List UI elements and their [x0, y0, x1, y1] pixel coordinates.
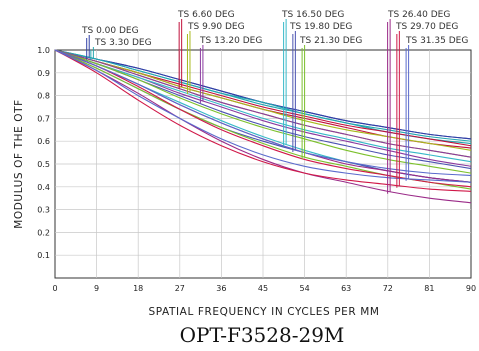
y-tick-1: 0.2: [37, 228, 50, 237]
legend: TS 0.00 DEG TS 3.30 DEG TS 6.60 DEG TS 9.90…: [81, 10, 468, 48]
legend-entry-5: TS 16.50 DEG: [281, 10, 344, 20]
x-tick-4: 36: [216, 284, 226, 293]
y-tick-labels: 0.1 0.2 0.3 0.4 0.5 0.6 0.7 0.8 0.9 1.0: [37, 46, 50, 260]
y-tick-4: 0.5: [37, 160, 50, 169]
x-tick-2: 18: [133, 284, 143, 293]
legend-entry-0: TS 0.00 DEG: [81, 26, 139, 36]
legend-entry-3: TS 9.90 DEG: [187, 22, 245, 32]
y-tick-3: 0.4: [37, 183, 50, 192]
legend-entry-2: TS 6.60 DEG: [177, 10, 235, 20]
x-tick-1: 9: [94, 284, 99, 293]
x-tick-0: 0: [52, 284, 57, 293]
x-tick-6: 54: [300, 284, 310, 293]
y-tick-0: 0.1: [37, 251, 50, 260]
x-tick-5: 45: [258, 284, 268, 293]
x-tick-9: 81: [424, 284, 434, 293]
x-tick-3: 27: [175, 284, 185, 293]
x-axis-label: SPATIAL FREQUENCY IN CYCLES PER MM: [148, 306, 379, 318]
y-axis-label: MODULUS OF THE OTF: [13, 99, 25, 229]
legend-entry-10: TS 31.35 DEG: [405, 36, 468, 46]
y-tick-8: 0.9: [37, 69, 50, 78]
y-tick-9: 1.0: [37, 46, 50, 55]
legend-entry-4: TS 13.20 DEG: [199, 36, 262, 46]
x-tick-labels: 0 9 18 27 36 45 54 63 72 81 90: [52, 284, 476, 293]
y-tick-6: 0.7: [37, 114, 50, 123]
legend-entry-8: TS 26.40 DEG: [387, 10, 450, 20]
y-tick-7: 0.8: [37, 92, 50, 101]
legend-entry-6: TS 19.80 DEG: [289, 22, 352, 32]
legend-entry-1: TS 3.30 DEG: [94, 38, 152, 48]
x-tick-7: 63: [341, 284, 351, 293]
legend-entry-7: TS 21.30 DEG: [299, 36, 362, 46]
y-tick-2: 0.3: [37, 206, 50, 215]
chart-title: OPT-F3528-29M: [180, 323, 345, 347]
x-tick-10: 90: [466, 284, 476, 293]
y-tick-5: 0.6: [37, 137, 50, 146]
x-tick-8: 72: [383, 284, 393, 293]
legend-entry-9: TS 29.70 DEG: [395, 22, 458, 32]
